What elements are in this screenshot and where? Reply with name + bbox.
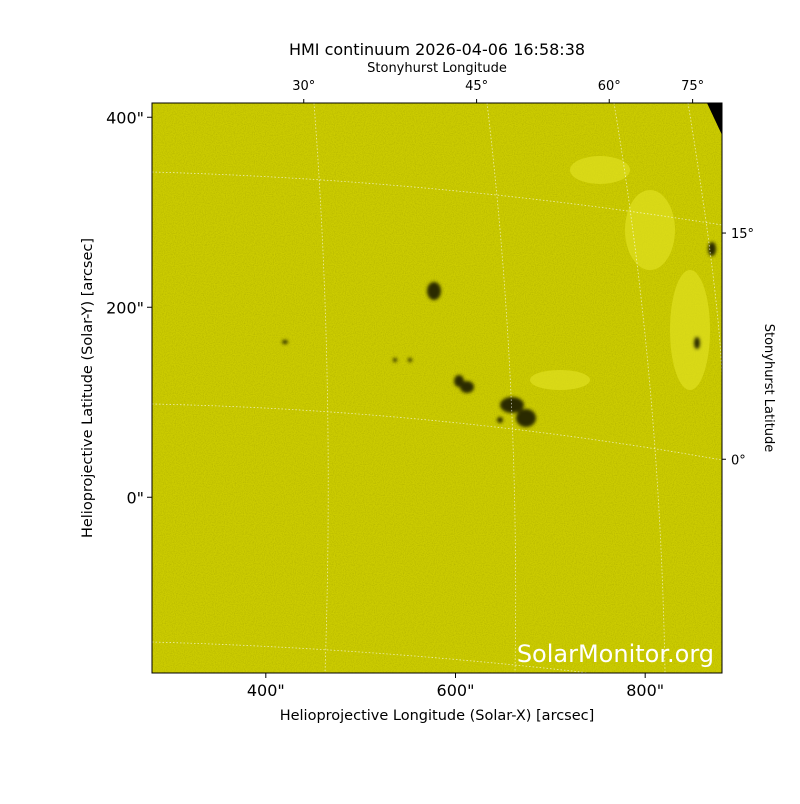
x-axis-label: Helioprojective Longitude (Solar-X) [arc…	[280, 708, 595, 724]
right-tick-label: 15°	[731, 227, 754, 242]
coordinate-grid	[152, 103, 722, 673]
chart-title: HMI continuum 2026-04-06 16:58:38	[289, 40, 585, 59]
image-grain	[152, 103, 722, 673]
right-axis-label: Stonyhurst Latitude	[761, 324, 776, 453]
faculae	[530, 156, 710, 390]
watermark: SolarMonitor.org	[517, 640, 714, 668]
sunspots	[282, 242, 716, 427]
y-tick-label: 400"	[106, 108, 144, 127]
y-tick-label: 0"	[126, 488, 144, 507]
off-disk	[707, 103, 722, 135]
solar-image: SolarMonitor.org	[152, 103, 722, 673]
top-tick-label: 45°	[465, 79, 488, 94]
top-tick-label: 75°	[681, 79, 704, 94]
right-tick-label: 0°	[731, 453, 746, 468]
top-tick-label: 30°	[292, 79, 315, 94]
plot-frame	[151, 102, 723, 674]
y-tick-label: 200"	[106, 298, 144, 317]
x-tick-label: 800"	[626, 681, 664, 700]
x-tick-label: 400"	[247, 681, 285, 700]
top-tick-label: 60°	[598, 79, 621, 94]
x-tick-label: 600"	[437, 681, 475, 700]
y-axis-label: Helioprojective Latitude (Solar-Y) [arcs…	[80, 238, 96, 538]
top-axis-label: Stonyhurst Longitude	[367, 61, 507, 76]
